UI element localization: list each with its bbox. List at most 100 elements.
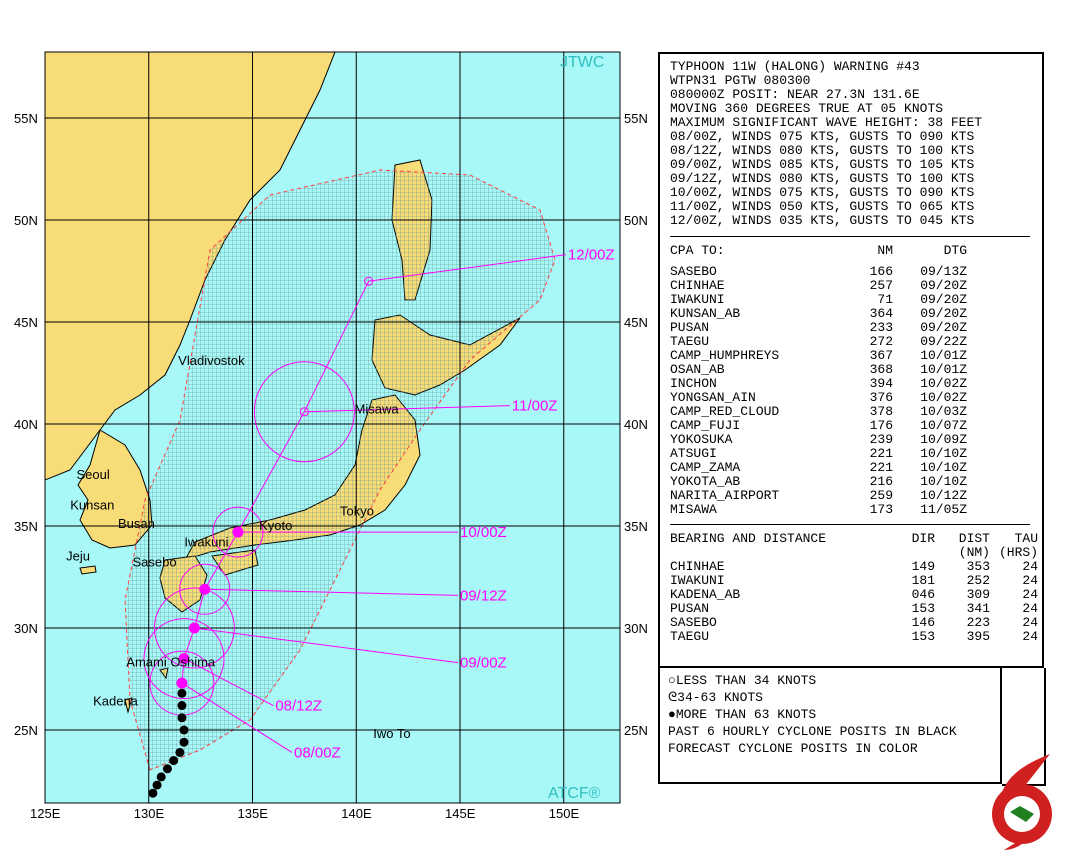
jeju (79, 565, 97, 575)
korea (77, 429, 153, 549)
table-cell: 10/02Z (920, 376, 967, 391)
forecast-track: 08/00Z 08/12Z 09/00Z 09/12Z 10/00Z 11/00Z 12/0… (143, 247, 615, 798)
table-row: YONGSAN_AIN 376 10/02Z (670, 391, 1042, 405)
table-row: CAMP_FUJI 176 10/07Z (670, 419, 1042, 433)
lat-label-right: 35N (624, 519, 648, 534)
table-cell: TAEGU (670, 334, 710, 349)
lat-label-left: 45N (14, 315, 38, 330)
table-cell: 71 (877, 292, 893, 307)
forecast-position-marker (188, 622, 200, 634)
table-cell: PUSAN (670, 601, 710, 616)
table-cell: PUSAN (670, 320, 710, 335)
table-cell: 09/20Z (920, 320, 967, 335)
place-label: Kyoto (259, 518, 292, 533)
storm-symbol-icon: ᘓ (668, 690, 678, 705)
table-cell: OSAN_AB (670, 362, 725, 377)
table-cell: 24 (1022, 587, 1038, 602)
wind-radius-circle (253, 361, 355, 463)
table-row: INCHON 394 10/02Z (670, 377, 1042, 391)
table-cell: CHINHAE (670, 559, 725, 574)
table-cell: CPA TO: (670, 243, 725, 258)
place-label: Iwakuni (184, 534, 228, 549)
table-cell: 166 (869, 264, 893, 279)
table-cell: 395 (966, 629, 990, 644)
table-row: IWAKUNI 181 252 24 (670, 574, 1042, 588)
past-position-marker (177, 701, 187, 711)
warning-line: 08/00Z, WINDS 075 KTS, GUSTS TO 090 KTS (670, 129, 975, 144)
lat-label-left: 35N (14, 519, 38, 534)
table-row: KADENA_AB 046 309 24 (670, 588, 1042, 602)
lon-label: 130E (134, 806, 165, 821)
place-label: Tokyo (340, 504, 374, 519)
lat-label-left: 50N (14, 213, 38, 228)
table-cell: 181 (911, 573, 935, 588)
lat-label-left: 55N (14, 111, 38, 126)
table-cell: 10/01Z (920, 348, 967, 363)
warning-line: 11/00Z, WINDS 050 KTS, GUSTS TO 065 KTS (670, 199, 975, 214)
forecast-label-leader (204, 588, 459, 596)
warning-line: MAXIMUM SIGNIFICANT WAVE HEIGHT: 38 FEET (670, 115, 983, 130)
table-row: YOKOTA_AB 216 10/10Z (670, 475, 1042, 489)
table-cell: 176 (869, 418, 893, 433)
warning-text: TYPHOON 11W (HALONG) WARNING #43 WTPN31 P… (670, 60, 1042, 228)
table-cell: MISAWA (670, 502, 717, 517)
table-cell: 24 (1022, 573, 1038, 588)
table-row: PUSAN 153 341 24 (670, 602, 1042, 616)
table-cell: TAU (1014, 531, 1038, 546)
legend-note-past: PAST 6 HOURLY CYCLONE POSITS IN BLACK (668, 724, 957, 739)
table-row: MISAWA 173 11/05Z (670, 503, 1042, 517)
table-cell: IWAKUNI (670, 573, 725, 588)
past-position-marker (152, 780, 162, 790)
table-row: IWAKUNI 71 09/20Z (670, 293, 1042, 307)
table-row: CAMP_HUMPHREYS 367 10/01Z (670, 349, 1042, 363)
forecast-position-marker (232, 526, 244, 538)
table-cell: 149 (911, 559, 935, 574)
table-cell: 24 (1022, 629, 1038, 644)
warning-line: WTPN31 PGTW 080300 (670, 73, 811, 88)
table-cell: 10/07Z (920, 418, 967, 433)
lat-label-right: 45N (624, 315, 648, 330)
table-cell: 353 (966, 559, 990, 574)
legend-label: 34-63 KNOTS (677, 690, 763, 705)
table-cell: 09/13Z (920, 264, 967, 279)
past-position-marker (162, 764, 172, 774)
table-row: CPA TO: NM DTG (670, 244, 1042, 258)
wind-radius-circle (179, 563, 231, 615)
legend-item-typhoon: ●MORE THAN 63 KNOTS (668, 708, 1000, 722)
lat-label-right: 50N (624, 213, 648, 228)
table-cell: 24 (1022, 615, 1038, 630)
atcf-label: ATCF® (548, 785, 601, 802)
place-label: Misawa (355, 402, 400, 417)
warning-line: 10/00Z, WINDS 075 KTS, GUSTS TO 090 KTS (670, 185, 975, 200)
forecast-position-marker (364, 276, 374, 286)
legend-label: LESS THAN 34 KNOTS (675, 673, 817, 688)
forecast-position-marker (178, 653, 190, 665)
table-row: YOKOSUKA 239 10/09Z (670, 433, 1042, 447)
forecast-time-label: 08/12Z (275, 698, 322, 715)
place-label: Jeju (66, 549, 90, 564)
table-cell: 173 (869, 502, 893, 517)
place-label: Kunsan (70, 498, 114, 513)
table-cell: 153 (911, 629, 935, 644)
forecast-position-marker (199, 583, 211, 595)
table-cell: 10/03Z (920, 404, 967, 419)
legend-item-storm: ᘓ34-63 KNOTS (668, 691, 1000, 705)
jtwc-logo (992, 754, 1052, 850)
lon-label: 125E (30, 806, 61, 821)
table-cell: 11/05Z (920, 502, 967, 517)
table-cell: CAMP_RED_CLOUD (670, 404, 780, 419)
lon-label: 145E (445, 806, 476, 821)
forecast-label-leader (368, 254, 566, 282)
lat-lon-grid (45, 52, 620, 803)
table-cell: 252 (966, 573, 990, 588)
place-label: Busan (118, 516, 155, 531)
table-cell: 09/20Z (920, 306, 967, 321)
table-cell: 24 (1022, 601, 1038, 616)
table-cell: 10/10Z (920, 460, 967, 475)
warning-line: MOVING 360 DEGREES TRUE AT 05 KNOTS (670, 101, 944, 116)
lat-label-right: 30N (624, 621, 648, 636)
lon-label: 140E (341, 806, 372, 821)
table-cell: 09/20Z (920, 278, 967, 293)
table-cell: DTG (943, 243, 967, 258)
table-cell: 216 (869, 474, 893, 489)
